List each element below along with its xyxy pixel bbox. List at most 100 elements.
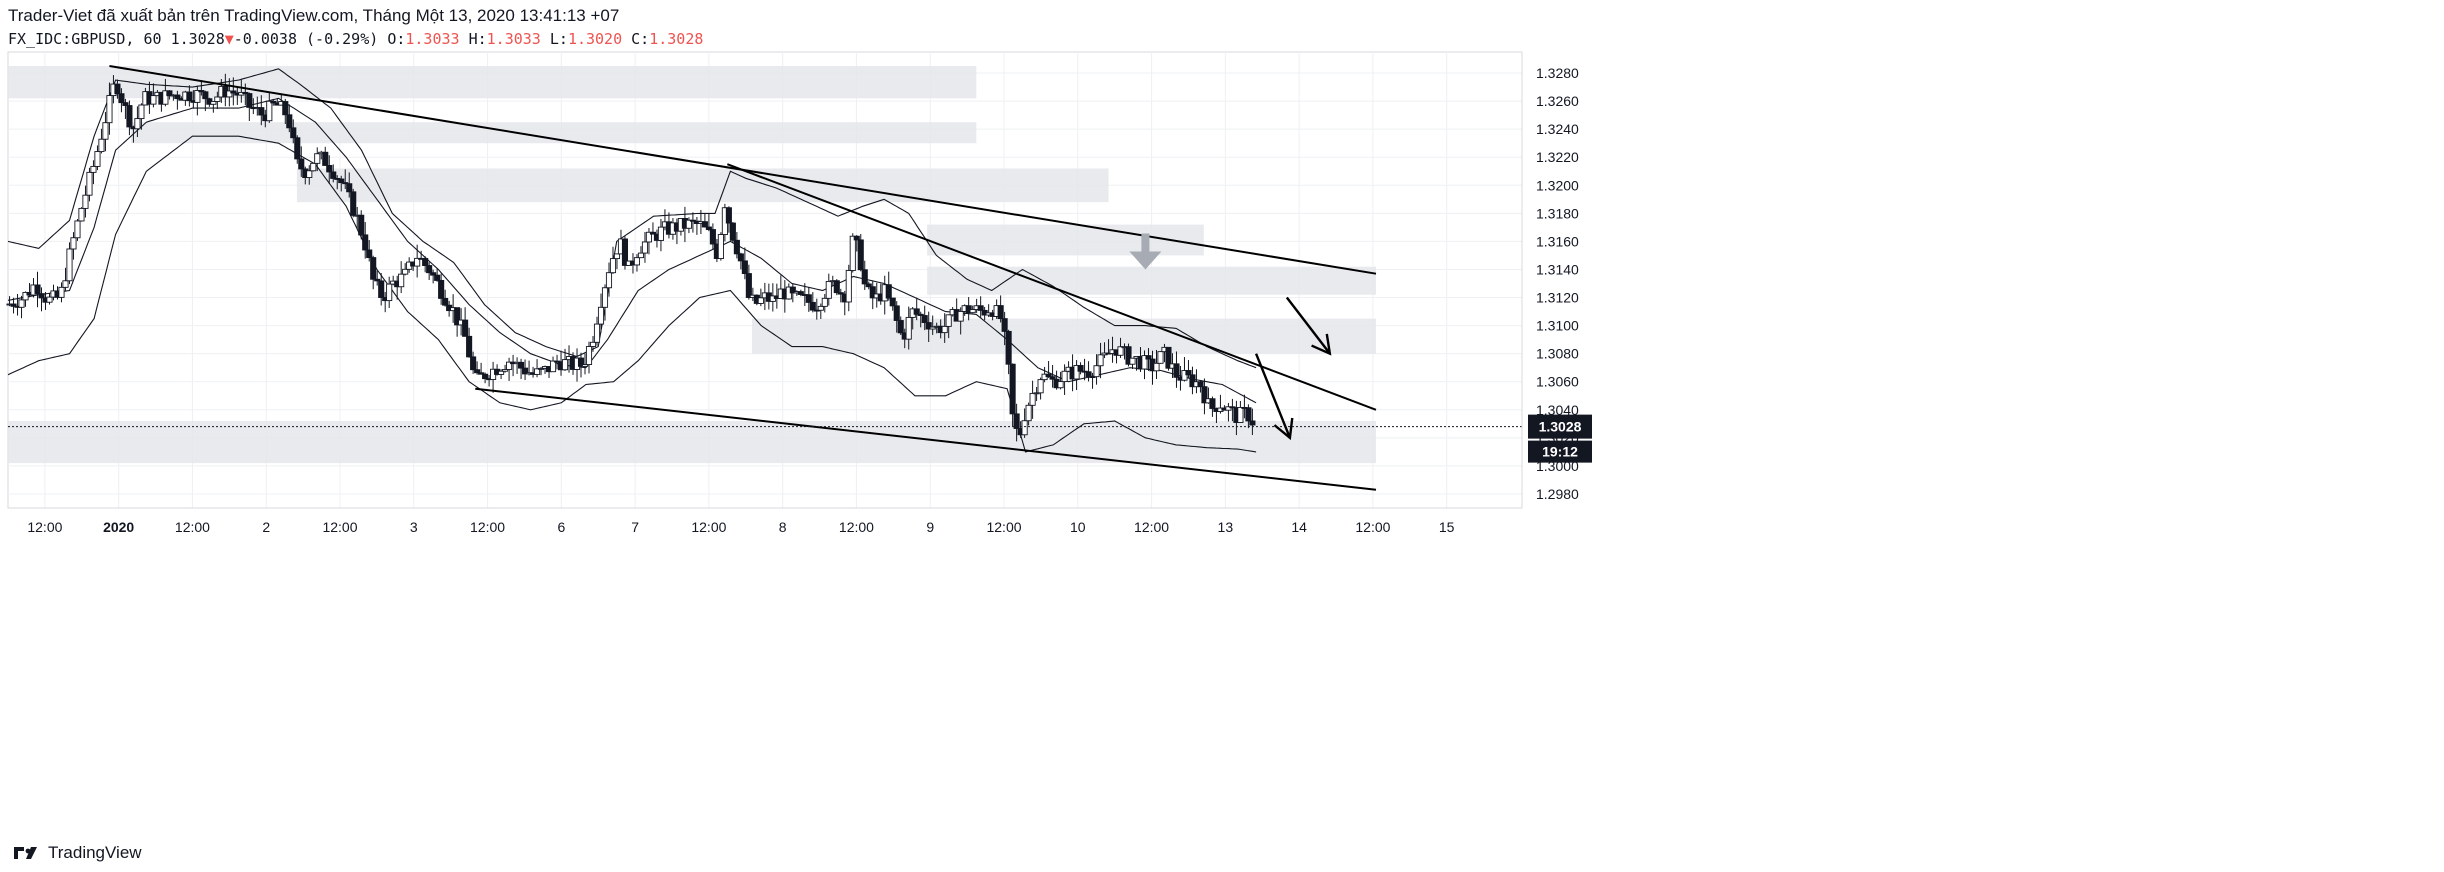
candle-body [346,183,353,193]
candle-body [498,370,505,375]
candle-body [1085,371,1092,378]
close-label: C: [631,30,650,48]
candle-body [805,294,812,303]
candle-body [1157,351,1164,364]
tradingview-logo-icon [14,847,37,859]
y-tick-label: 1.3180 [1536,205,1579,221]
candle-body [905,316,912,340]
candle-body [889,297,896,307]
candle-body [705,226,712,231]
candle-body [438,279,445,299]
candle-body [885,284,892,299]
candle-body [621,238,629,266]
candle-body [925,322,932,330]
candle-body [1037,379,1044,394]
candle-body [66,248,73,282]
y-tick-label: 1.3060 [1536,374,1579,390]
candle-body [1061,370,1068,383]
candle-body [114,83,121,95]
candle-body [258,107,265,116]
candle-body [613,253,621,260]
countdown-label: 19:12 [1542,444,1578,460]
candle-body [358,214,365,236]
candle-body [518,361,525,369]
candle-body [226,90,233,98]
supply-demand-zone [8,421,1376,464]
candle-body [1201,386,1208,404]
x-tick-label: 10 [1070,519,1086,535]
candle-body [821,297,828,307]
candle-body [298,158,305,170]
candle-body [46,296,53,303]
candle-body [138,104,145,120]
candle-body [1033,392,1040,395]
x-tick-label: 12:00 [175,519,210,535]
candle-body [597,306,605,325]
candle-body [214,96,221,102]
candle-body [1013,413,1020,429]
candle-body [470,356,477,371]
symbol-label[interactable]: FX_IDC:GBPUSD, 60 [8,30,162,48]
candle-body [118,93,125,104]
x-tick-label: 3 [410,519,418,535]
candle-body [1077,365,1084,372]
candle-body [689,219,696,222]
y-tick-label: 1.3200 [1536,177,1579,193]
x-tick-label: 2 [262,519,270,535]
candle-body [701,221,708,228]
candle-body [741,260,748,275]
last-price-tag-label: 1.3028 [1539,419,1582,435]
candle-body [745,273,752,298]
candle-body [577,357,585,367]
candle-body [350,191,357,216]
supply-demand-zone [927,224,1204,256]
candle-body [581,364,589,367]
candle-body [90,165,97,173]
footer-brand[interactable]: TradingView [48,843,142,862]
candle-body [370,257,377,280]
candle-body [466,335,473,358]
y-tick-label: 1.3260 [1536,93,1579,109]
x-tick-label: 12:00 [27,519,62,535]
candle-body [74,220,81,239]
candle-body [641,241,649,254]
x-tick-label: 12:00 [691,519,726,535]
candle-body [1093,365,1100,378]
candle-body [833,280,840,294]
candle-body [797,291,804,295]
x-tick-label: 7 [631,519,639,535]
candle-body [442,297,449,306]
candle-body [1025,404,1032,422]
candle-body [725,207,732,224]
candle-body [561,359,569,371]
candle-body [134,118,141,130]
bollinger-lower-band [7,135,1257,453]
candle-body [22,291,29,301]
candle-body [1021,420,1028,436]
candle-body [645,231,653,243]
candle-body [865,283,872,288]
supply-demand-zone [927,266,1376,295]
candle-body [126,105,133,128]
candle-body [609,258,617,274]
candle-body [1181,370,1188,381]
candle-body [374,278,381,282]
x-tick-label: 12:00 [470,519,505,535]
y-tick-label: 1.3100 [1536,318,1579,334]
candle-body [38,293,45,299]
candle-body [506,361,513,370]
candle-body [733,239,740,255]
candle-body [338,178,345,184]
candle-body [1001,318,1008,332]
y-tick-label: 1.3280 [1536,65,1579,81]
candle-body [1097,354,1104,367]
candle-body [102,122,109,140]
candle-body [426,265,433,274]
open-label: O: [387,30,406,48]
candle-body [1249,420,1256,426]
x-tick-label: 12:00 [986,519,1021,535]
candle-body [637,252,645,259]
x-tick-label: 14 [1291,519,1307,535]
y-tick-label: 1.3140 [1536,261,1579,277]
